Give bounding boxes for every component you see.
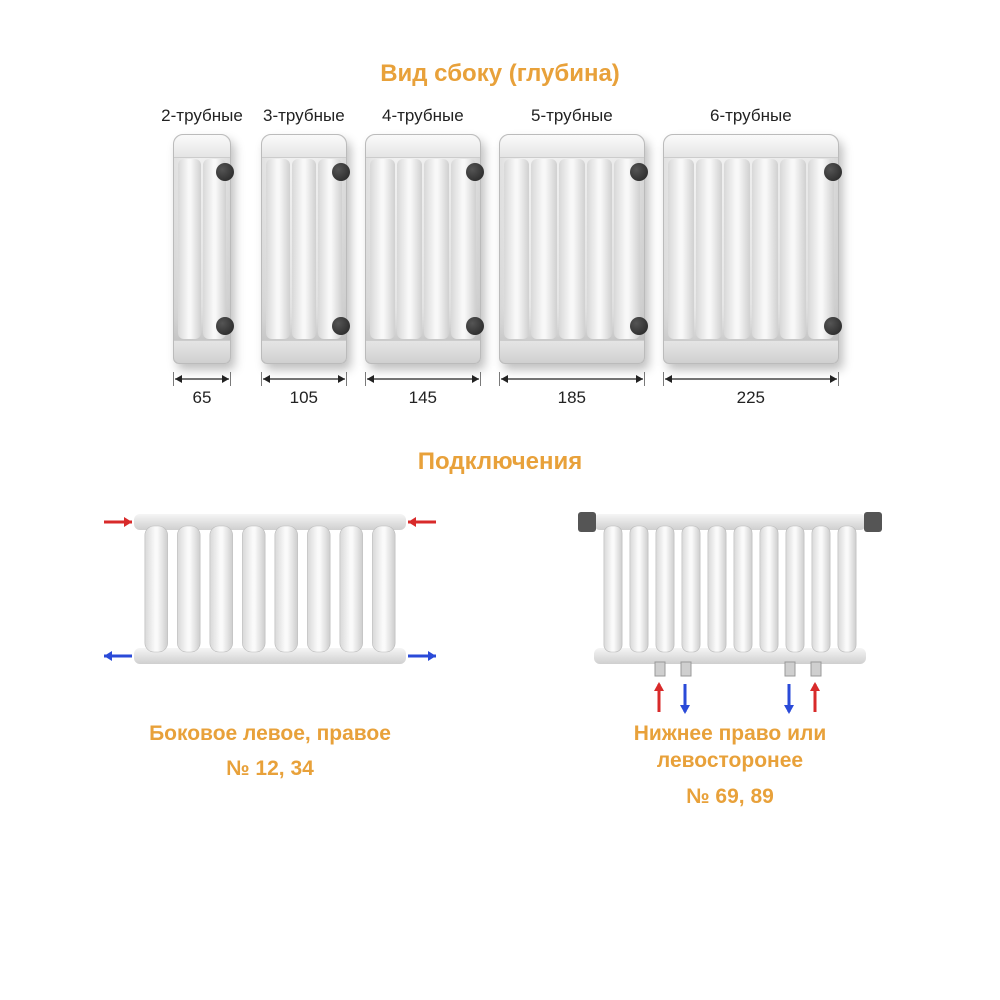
radiator-body: [261, 134, 347, 364]
radiator-body: [173, 134, 231, 364]
dimension-bar: 65: [173, 372, 231, 408]
radiator-body: [365, 134, 481, 364]
dimension-bar: 225: [663, 372, 839, 408]
dimension-bar: 185: [499, 372, 645, 408]
dimension-bar: 105: [261, 372, 347, 408]
connection-label: Нижнее право илилевосторонее: [634, 720, 827, 775]
radiator-label: 3-трубные: [263, 106, 345, 126]
radiator-label: 2-трубные: [161, 106, 243, 126]
dimension-value: 65: [193, 388, 212, 408]
connection-diagram: [560, 494, 900, 714]
radiator-body: [499, 134, 645, 364]
radiator-body: [663, 134, 839, 364]
radiator-label: 4-трубные: [382, 106, 464, 126]
connection-number: № 12, 34: [226, 757, 314, 781]
radiator-item: 5-трубные 185: [499, 106, 645, 408]
radiator-row: 2-трубные 653-трубные 1054-трубные 1455-…: [60, 106, 940, 408]
connection-item: Нижнее право илилевосторонее № 69, 89: [520, 494, 940, 809]
dimension-value: 185: [558, 388, 586, 408]
dimension-value: 225: [737, 388, 765, 408]
connections-row: Боковое левое, правое № 12, 34 Нижнее пра…: [60, 494, 940, 809]
radiator-item: 3-трубные 105: [261, 106, 347, 408]
radiator-label: 5-трубные: [531, 106, 613, 126]
dimension-value: 145: [409, 388, 437, 408]
connection-label: Боковое левое, правое: [149, 720, 391, 747]
side-view-title: Вид сбоку (глубина): [380, 60, 620, 88]
connections-title: Подключения: [418, 448, 583, 476]
connection-diagram: [100, 494, 440, 714]
dimension-bar: 145: [365, 372, 481, 408]
radiator-item: 2-трубные 65: [161, 106, 243, 408]
dimension-value: 105: [290, 388, 318, 408]
radiator-label: 6-трубные: [710, 106, 792, 126]
connection-item: Боковое левое, правое № 12, 34: [60, 494, 480, 809]
radiator-item: 6-трубные 225: [663, 106, 839, 408]
radiator-item: 4-трубные 145: [365, 106, 481, 408]
connection-number: № 69, 89: [686, 785, 774, 809]
